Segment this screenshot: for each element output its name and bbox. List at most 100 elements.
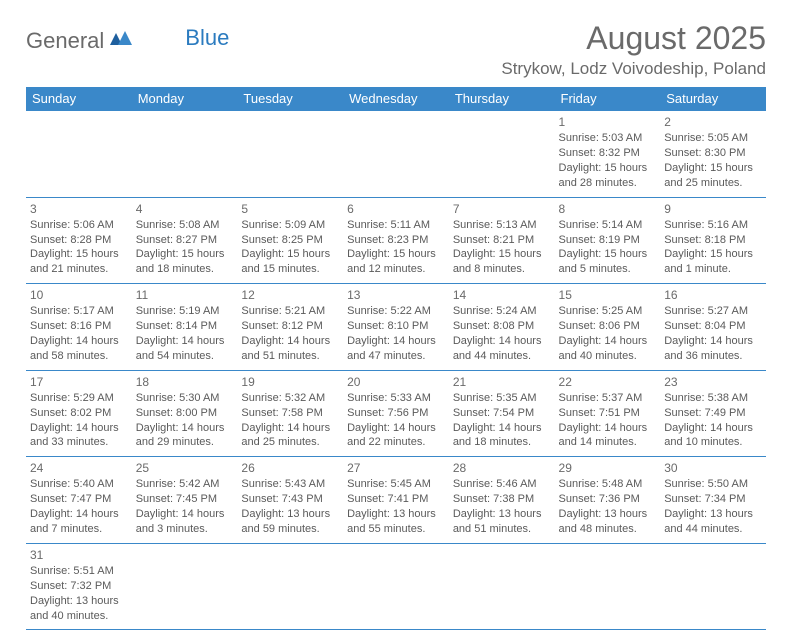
day-number: 6 <box>347 201 445 217</box>
sunrise-text: Sunrise: 5:29 AM <box>30 391 128 406</box>
day-number: 3 <box>30 201 128 217</box>
daylight-text: Daylight: 13 hours <box>664 507 762 522</box>
daylight-text: and 21 minutes. <box>30 262 128 277</box>
daylight-text: Daylight: 14 hours <box>347 421 445 436</box>
calendar-cell <box>26 111 132 198</box>
daylight-text: Daylight: 15 hours <box>559 247 657 262</box>
daylight-text: and 10 minutes. <box>664 435 762 450</box>
day-number: 23 <box>664 374 762 390</box>
day-number: 20 <box>347 374 445 390</box>
daylight-text: and 55 minutes. <box>347 522 445 537</box>
daylight-text: and 40 minutes. <box>559 349 657 364</box>
daylight-text: Daylight: 13 hours <box>30 594 128 609</box>
daylight-text: and 14 minutes. <box>559 435 657 450</box>
sunset-text: Sunset: 7:54 PM <box>453 406 551 421</box>
calendar-cell: 13Sunrise: 5:22 AMSunset: 8:10 PMDayligh… <box>343 284 449 371</box>
sunset-text: Sunset: 7:41 PM <box>347 492 445 507</box>
daylight-text: Daylight: 14 hours <box>664 334 762 349</box>
calendar-row: 31Sunrise: 5:51 AMSunset: 7:32 PMDayligh… <box>26 543 766 630</box>
sunrise-text: Sunrise: 5:35 AM <box>453 391 551 406</box>
sunset-text: Sunset: 8:02 PM <box>30 406 128 421</box>
sunset-text: Sunset: 7:58 PM <box>241 406 339 421</box>
daylight-text: Daylight: 14 hours <box>136 507 234 522</box>
dayname-sat: Saturday <box>660 87 766 111</box>
sunrise-text: Sunrise: 5:38 AM <box>664 391 762 406</box>
sunrise-text: Sunrise: 5:42 AM <box>136 477 234 492</box>
sunset-text: Sunset: 8:14 PM <box>136 319 234 334</box>
day-number: 17 <box>30 374 128 390</box>
daylight-text: Daylight: 14 hours <box>30 334 128 349</box>
day-number: 2 <box>664 114 762 130</box>
daylight-text: and 40 minutes. <box>30 609 128 624</box>
daylight-text: Daylight: 14 hours <box>347 334 445 349</box>
daylight-text: and 28 minutes. <box>559 176 657 191</box>
sunrise-text: Sunrise: 5:37 AM <box>559 391 657 406</box>
daylight-text: and 22 minutes. <box>347 435 445 450</box>
daylight-text: Daylight: 15 hours <box>664 247 762 262</box>
day-number: 29 <box>559 460 657 476</box>
daylight-text: Daylight: 15 hours <box>136 247 234 262</box>
daylight-text: and 8 minutes. <box>453 262 551 277</box>
calendar-cell <box>132 543 238 630</box>
day-number: 24 <box>30 460 128 476</box>
day-number: 7 <box>453 201 551 217</box>
sunset-text: Sunset: 8:25 PM <box>241 233 339 248</box>
sunset-text: Sunset: 8:10 PM <box>347 319 445 334</box>
calendar-cell: 1Sunrise: 5:03 AMSunset: 8:32 PMDaylight… <box>555 111 661 198</box>
sunrise-text: Sunrise: 5:27 AM <box>664 304 762 319</box>
sunrise-text: Sunrise: 5:25 AM <box>559 304 657 319</box>
sunset-text: Sunset: 8:04 PM <box>664 319 762 334</box>
sunset-text: Sunset: 8:19 PM <box>559 233 657 248</box>
dayname-tue: Tuesday <box>237 87 343 111</box>
daylight-text: Daylight: 13 hours <box>241 507 339 522</box>
day-number: 30 <box>664 460 762 476</box>
daylight-text: and 15 minutes. <box>241 262 339 277</box>
calendar-cell: 8Sunrise: 5:14 AMSunset: 8:19 PMDaylight… <box>555 197 661 284</box>
daylight-text: Daylight: 14 hours <box>30 507 128 522</box>
sunset-text: Sunset: 8:00 PM <box>136 406 234 421</box>
daylight-text: Daylight: 14 hours <box>241 421 339 436</box>
sunset-text: Sunset: 8:23 PM <box>347 233 445 248</box>
sunset-text: Sunset: 8:27 PM <box>136 233 234 248</box>
day-number: 9 <box>664 201 762 217</box>
calendar-row: 17Sunrise: 5:29 AMSunset: 8:02 PMDayligh… <box>26 370 766 457</box>
calendar-cell: 4Sunrise: 5:08 AMSunset: 8:27 PMDaylight… <box>132 197 238 284</box>
daylight-text: Daylight: 14 hours <box>559 421 657 436</box>
day-number: 28 <box>453 460 551 476</box>
dayname-sun: Sunday <box>26 87 132 111</box>
dayname-row: Sunday Monday Tuesday Wednesday Thursday… <box>26 87 766 111</box>
day-number: 1 <box>559 114 657 130</box>
calendar-cell: 20Sunrise: 5:33 AMSunset: 7:56 PMDayligh… <box>343 370 449 457</box>
sunrise-text: Sunrise: 5:09 AM <box>241 218 339 233</box>
location: Strykow, Lodz Voivodeship, Poland <box>501 59 766 79</box>
calendar-cell: 25Sunrise: 5:42 AMSunset: 7:45 PMDayligh… <box>132 457 238 544</box>
logo-text-general: General <box>26 28 104 54</box>
logo: General Blue <box>26 28 229 54</box>
daylight-text: Daylight: 15 hours <box>347 247 445 262</box>
daylight-text: Daylight: 14 hours <box>30 421 128 436</box>
daylight-text: and 33 minutes. <box>30 435 128 450</box>
sunrise-text: Sunrise: 5:05 AM <box>664 131 762 146</box>
calendar-cell: 19Sunrise: 5:32 AMSunset: 7:58 PMDayligh… <box>237 370 343 457</box>
daylight-text: Daylight: 15 hours <box>664 161 762 176</box>
daylight-text: Daylight: 14 hours <box>559 334 657 349</box>
sunrise-text: Sunrise: 5:33 AM <box>347 391 445 406</box>
sunrise-text: Sunrise: 5:11 AM <box>347 218 445 233</box>
daylight-text: Daylight: 13 hours <box>453 507 551 522</box>
day-number: 31 <box>30 547 128 563</box>
calendar-cell <box>449 543 555 630</box>
day-number: 11 <box>136 287 234 303</box>
calendar-cell: 22Sunrise: 5:37 AMSunset: 7:51 PMDayligh… <box>555 370 661 457</box>
daylight-text: Daylight: 14 hours <box>136 334 234 349</box>
sunrise-text: Sunrise: 5:03 AM <box>559 131 657 146</box>
day-number: 18 <box>136 374 234 390</box>
sunrise-text: Sunrise: 5:48 AM <box>559 477 657 492</box>
daylight-text: and 44 minutes. <box>453 349 551 364</box>
sunrise-text: Sunrise: 5:45 AM <box>347 477 445 492</box>
calendar-cell: 17Sunrise: 5:29 AMSunset: 8:02 PMDayligh… <box>26 370 132 457</box>
daylight-text: and 51 minutes. <box>453 522 551 537</box>
daylight-text: Daylight: 14 hours <box>241 334 339 349</box>
calendar-cell: 21Sunrise: 5:35 AMSunset: 7:54 PMDayligh… <box>449 370 555 457</box>
sunset-text: Sunset: 7:47 PM <box>30 492 128 507</box>
sunset-text: Sunset: 8:32 PM <box>559 146 657 161</box>
